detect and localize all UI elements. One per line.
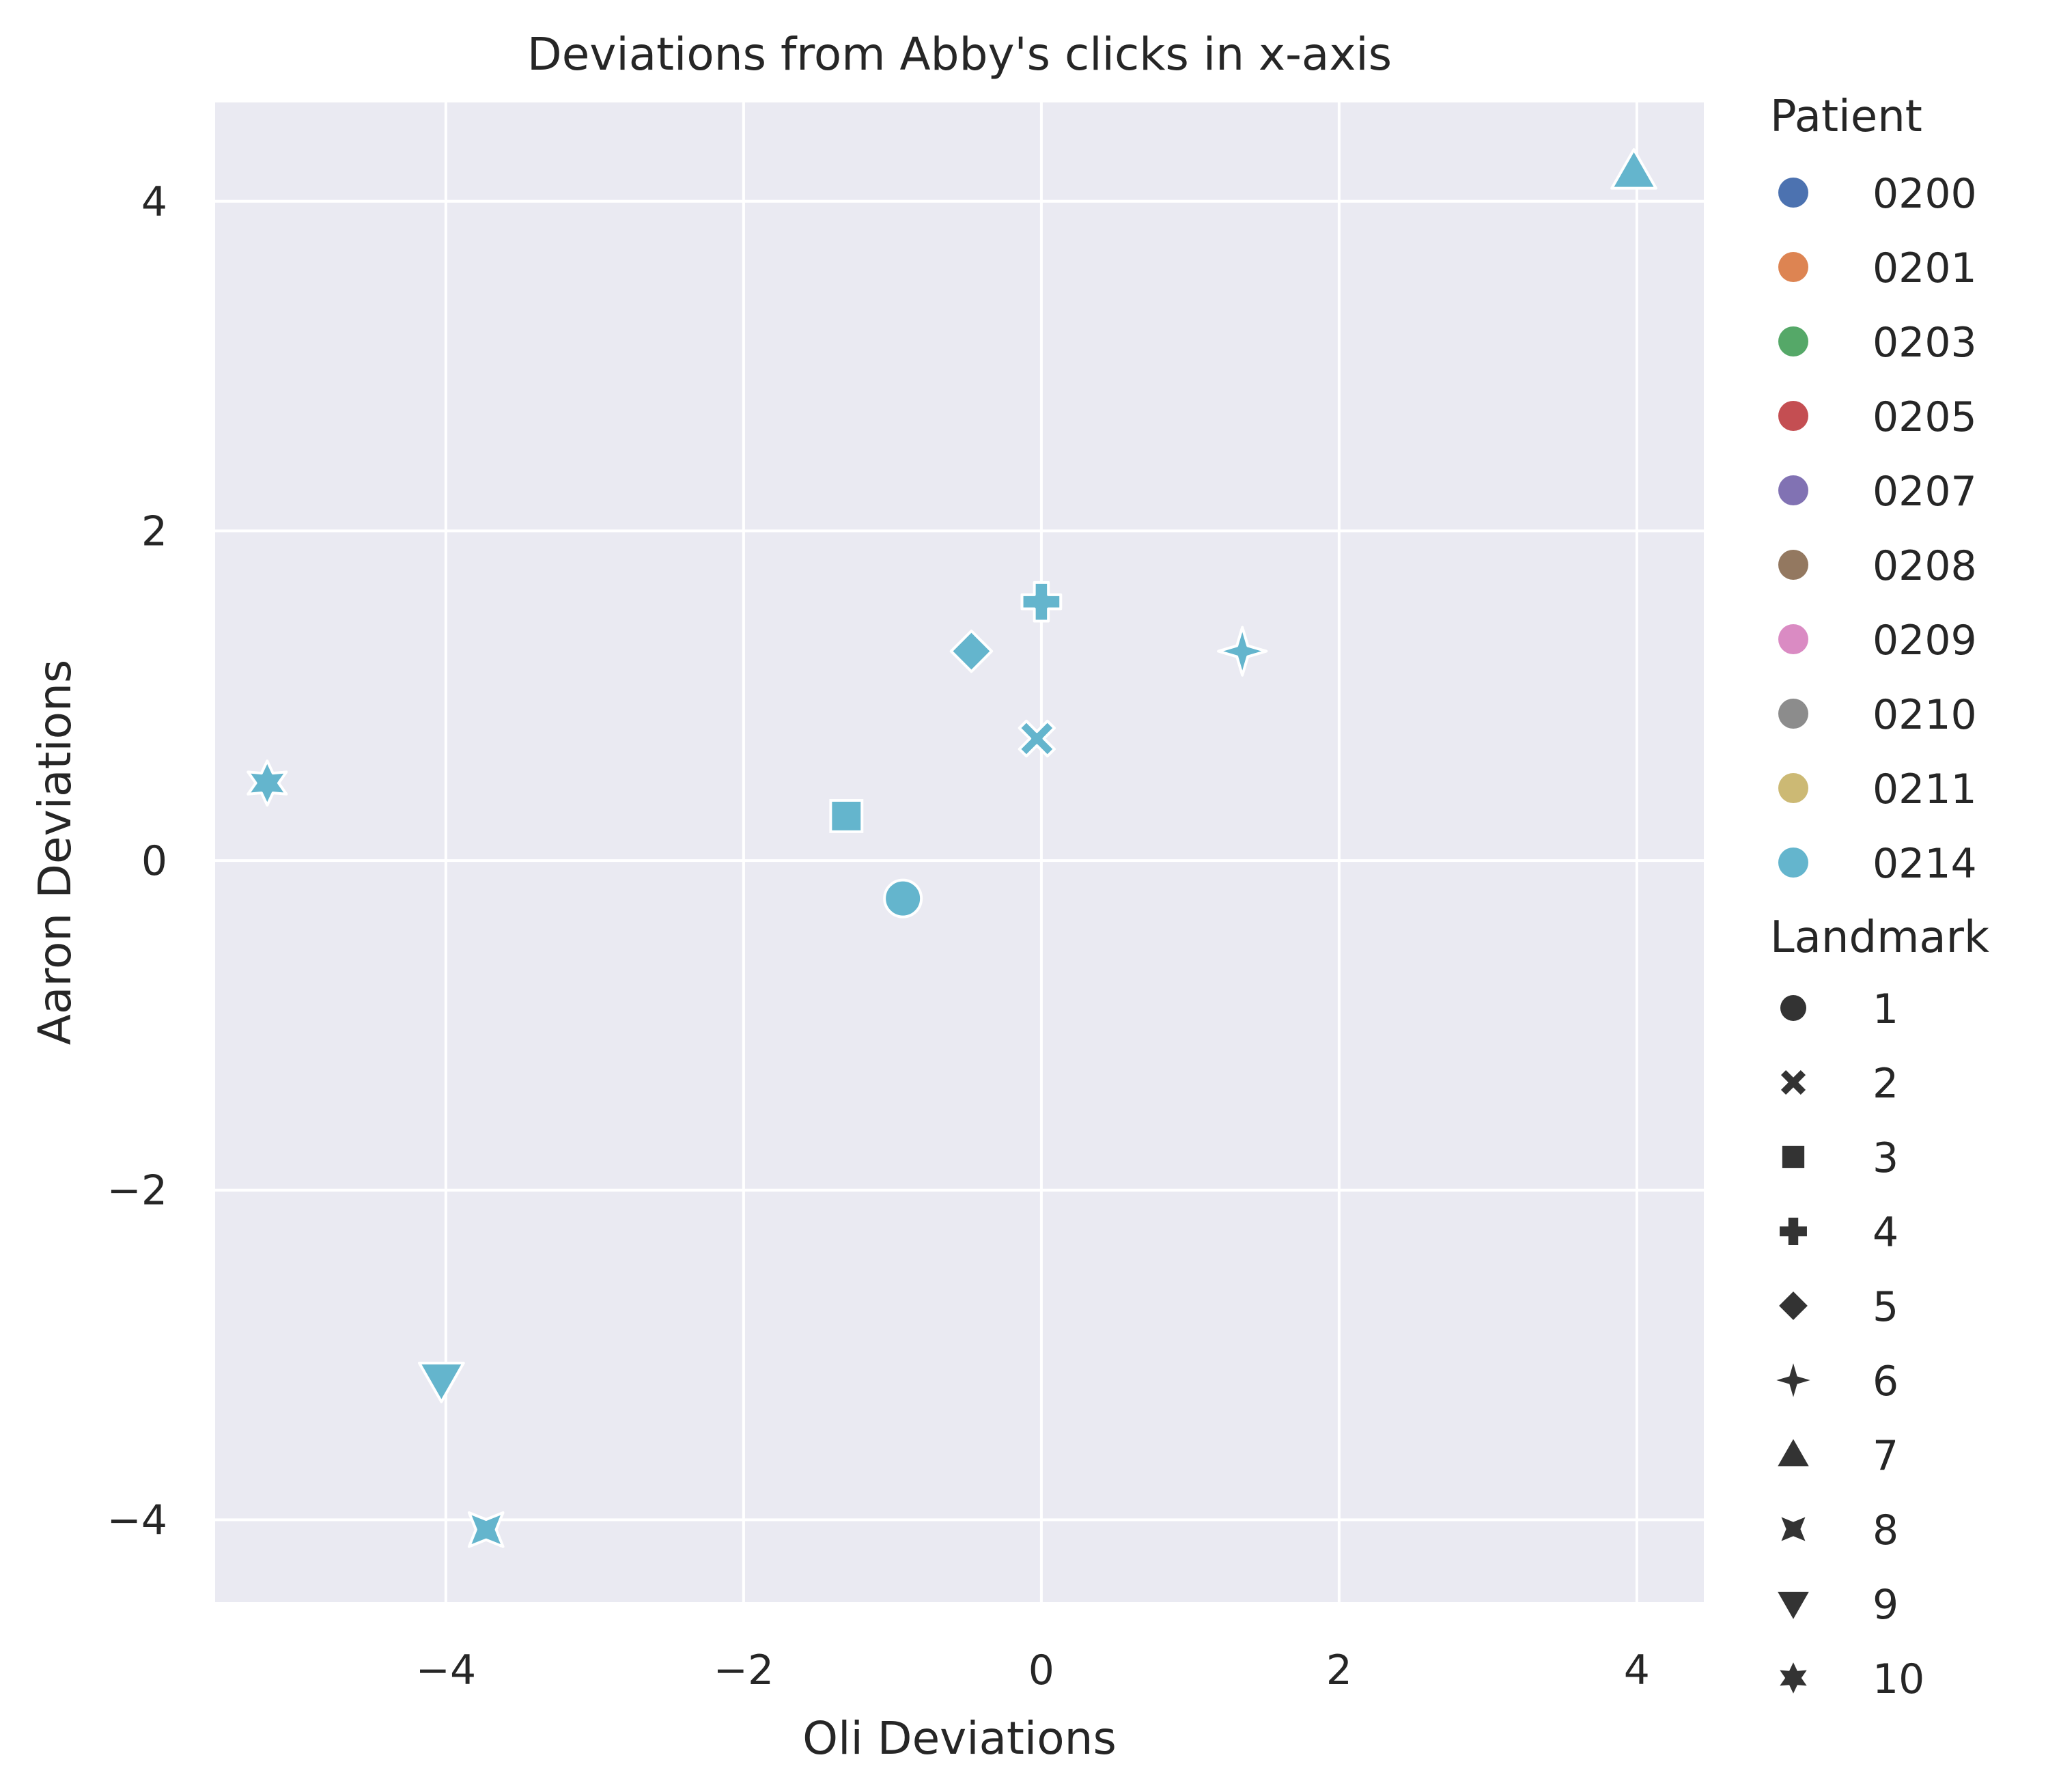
legend-label: 6 bbox=[1873, 1358, 1898, 1405]
data-point bbox=[949, 629, 994, 673]
y-tick-label: −2 bbox=[107, 1167, 167, 1215]
legend-label: 0200 bbox=[1873, 170, 1977, 218]
legend-label: 1 bbox=[1873, 985, 1898, 1033]
legend-label: 9 bbox=[1873, 1581, 1898, 1629]
legend-marker bbox=[1778, 1591, 1809, 1619]
y-tick-label: 0 bbox=[141, 837, 167, 885]
legend-swatch bbox=[1778, 475, 1808, 505]
legend-marker bbox=[1776, 1363, 1810, 1397]
x-tick-label: 0 bbox=[1028, 1647, 1054, 1694]
legend-marker bbox=[1782, 1145, 1805, 1168]
legend-title-landmark: Landmark bbox=[1770, 912, 1989, 963]
legend-label: 0211 bbox=[1873, 766, 1977, 813]
legend-label: 5 bbox=[1873, 1283, 1898, 1331]
legend-marker bbox=[1780, 995, 1806, 1021]
legend-swatch bbox=[1778, 848, 1808, 878]
x-tick-label: −2 bbox=[714, 1647, 774, 1694]
legend-marker bbox=[1781, 1517, 1806, 1541]
legend-swatch bbox=[1778, 252, 1808, 282]
legend-swatch bbox=[1778, 550, 1808, 580]
data-point bbox=[1020, 580, 1063, 623]
legend-label: 0214 bbox=[1873, 840, 1977, 888]
legend-marker bbox=[1780, 1218, 1807, 1245]
x-tick-labels: −4 −2 0 2 4 bbox=[416, 1647, 1650, 1694]
legend-swatch bbox=[1778, 699, 1808, 729]
data-point bbox=[467, 1511, 505, 1548]
legend-label: 0209 bbox=[1873, 617, 1977, 664]
data-points bbox=[247, 148, 1657, 1548]
y-tick-labels: −4 −2 0 2 4 bbox=[107, 178, 167, 1545]
legend-marker bbox=[1780, 1662, 1807, 1694]
legend-marker bbox=[1778, 1439, 1809, 1467]
grid-lines bbox=[215, 102, 1704, 1602]
legend-label: 8 bbox=[1873, 1507, 1898, 1554]
legend-label: 3 bbox=[1873, 1134, 1898, 1182]
data-point bbox=[829, 798, 864, 833]
legend-swatch bbox=[1778, 326, 1808, 356]
legend-swatch bbox=[1778, 624, 1808, 654]
data-point bbox=[1217, 626, 1268, 677]
y-axis-label: Aaron Deviations bbox=[29, 660, 81, 1046]
data-point bbox=[1610, 148, 1657, 190]
legend-swatch bbox=[1778, 401, 1808, 431]
chart-title: Deviations from Abby's clicks in x-axis bbox=[527, 28, 1392, 81]
plot-area bbox=[215, 102, 1704, 1602]
data-point bbox=[417, 1361, 465, 1403]
legend-label: 10 bbox=[1873, 1655, 1924, 1703]
legend-label: 7 bbox=[1873, 1432, 1898, 1480]
legend-title-patient: Patient bbox=[1770, 92, 1922, 142]
x-tick-label: −4 bbox=[416, 1647, 476, 1694]
landmark-legend-entries: 1 2 3 4 5 6 7 8 9 10 bbox=[1776, 985, 1924, 1703]
legend-label: 0205 bbox=[1873, 393, 1977, 441]
legend: Patient 0200 0201 0203 0205 0207 0208 0209 0210… bbox=[1770, 92, 1989, 1703]
data-point bbox=[883, 878, 923, 919]
x-tick-label: 2 bbox=[1326, 1647, 1352, 1694]
data-point bbox=[247, 759, 288, 807]
legend-label: 0210 bbox=[1873, 691, 1977, 739]
x-tick-label: 4 bbox=[1624, 1647, 1650, 1694]
legend-label: 0207 bbox=[1873, 468, 1977, 516]
legend-marker bbox=[1780, 1069, 1806, 1095]
legend-swatch bbox=[1778, 178, 1808, 208]
patient-legend-entries: 0200 0201 0203 0205 0207 0208 0209 0210 0211 0214 bbox=[1778, 170, 1977, 888]
x-axis-label: Oli Deviations bbox=[802, 1712, 1117, 1765]
data-point bbox=[1018, 719, 1056, 758]
legend-label: 0208 bbox=[1873, 542, 1977, 590]
legend-label: 4 bbox=[1873, 1209, 1898, 1257]
legend-label: 0203 bbox=[1873, 319, 1977, 367]
y-tick-label: −4 bbox=[107, 1496, 167, 1544]
y-tick-label: 2 bbox=[141, 507, 167, 555]
legend-label: 2 bbox=[1873, 1060, 1898, 1108]
legend-marker bbox=[1779, 1291, 1808, 1320]
y-tick-label: 4 bbox=[141, 178, 167, 226]
legend-swatch bbox=[1778, 773, 1808, 803]
legend-label: 0201 bbox=[1873, 244, 1977, 292]
